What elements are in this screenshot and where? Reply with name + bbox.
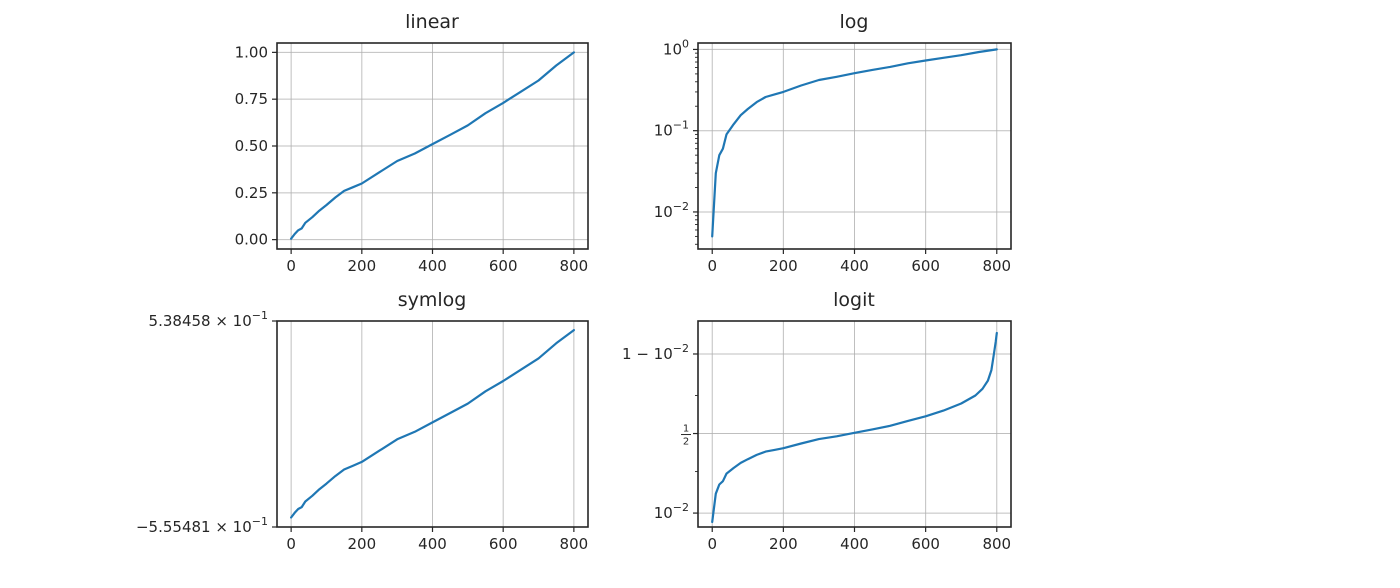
- subplot-linear: linear 0 200 400 600 800 0.00 0.25 0.50 0.75 1.0…: [235, 11, 589, 275]
- x-tick-label: 200: [347, 535, 376, 553]
- y-tick-label: −5.55481 × 10−1: [136, 515, 268, 536]
- data-series-line: [290, 329, 576, 519]
- x-tick-label: 800: [560, 257, 589, 275]
- subplot-title: linear: [405, 11, 459, 33]
- y-tick-label: 0.50: [235, 137, 268, 155]
- x-tick-label: 200: [347, 257, 376, 275]
- data-series-line: [711, 331, 998, 524]
- data-series-line: [290, 51, 576, 240]
- x-tick-label: 600: [911, 535, 940, 553]
- y-tick-label: 0.25: [235, 184, 268, 202]
- y-tick-label: 1 − 10−2: [622, 342, 689, 363]
- data-line: [290, 329, 576, 519]
- gridlines: [698, 43, 1011, 249]
- x-tick-label: 200: [769, 257, 798, 275]
- x-tick-label: 800: [982, 535, 1011, 553]
- subplot-symlog: symlog 0 200 400 600 800 −5.55481 × 10−1 5.38…: [136, 289, 589, 553]
- gridlines: [277, 43, 588, 249]
- x-axis-ticks: 0 200 400 600 800: [707, 249, 1011, 275]
- y-tick-label-numerator: 1: [683, 424, 689, 435]
- subplot-title: log: [840, 11, 869, 33]
- x-tick-label: 0: [286, 535, 296, 553]
- data-series-line: [711, 48, 998, 238]
- y-axis-ticks: 10−2 1 2 1 − 10−2: [622, 342, 698, 522]
- x-tick-label: 600: [911, 257, 940, 275]
- y-axis-ticks: 0.00 0.25 0.50 0.75 1.00: [235, 43, 277, 249]
- x-tick-label: 0: [707, 257, 717, 275]
- x-tick-label: 600: [489, 535, 518, 553]
- data-line: [711, 48, 998, 238]
- x-tick-label: 200: [769, 535, 798, 553]
- x-tick-label: 400: [840, 257, 869, 275]
- subplot-log: log 0 200 400 600 800 10−2 10−1 100: [654, 11, 1012, 275]
- x-tick-label: 800: [560, 535, 589, 553]
- x-axis-ticks: 0 200 400 600 800: [707, 527, 1011, 553]
- data-line: [290, 51, 576, 240]
- y-tick-label: 1.00: [235, 43, 268, 61]
- x-axis-ticks: 0 200 400 600 800: [286, 527, 588, 553]
- x-tick-label: 0: [286, 257, 296, 275]
- x-tick-label: 400: [418, 535, 447, 553]
- y-tick-label: 5.38458 × 10−1: [149, 309, 268, 330]
- y-tick-label-denominator: 2: [683, 437, 689, 448]
- y-axis-ticks: 10−2 10−1 100: [654, 37, 698, 245]
- data-line: [711, 331, 998, 524]
- y-tick-label: 0.00: [235, 231, 268, 249]
- gridlines: [290, 321, 575, 527]
- y-tick-label: 10−2: [654, 200, 689, 221]
- y-tick-label: 0.75: [235, 90, 268, 108]
- x-tick-label: 800: [982, 257, 1011, 275]
- subplot-logit: logit 0 200 400 600 800 10−2 1 2 1 − 10−2: [622, 289, 1012, 553]
- y-tick-label: 10−1: [654, 119, 689, 140]
- x-tick-label: 600: [489, 257, 518, 275]
- y-tick-label: 10−2: [654, 501, 689, 522]
- y-tick-label: 100: [663, 37, 689, 58]
- subplot-title: logit: [833, 289, 875, 311]
- x-axis-ticks: 0 200 400 600 800: [286, 249, 588, 275]
- x-tick-label: 0: [707, 535, 717, 553]
- x-tick-label: 400: [840, 535, 869, 553]
- y-axis-ticks: −5.55481 × 10−1 5.38458 × 10−1: [136, 309, 277, 536]
- subplot-title: symlog: [398, 289, 467, 311]
- x-tick-label: 400: [418, 257, 447, 275]
